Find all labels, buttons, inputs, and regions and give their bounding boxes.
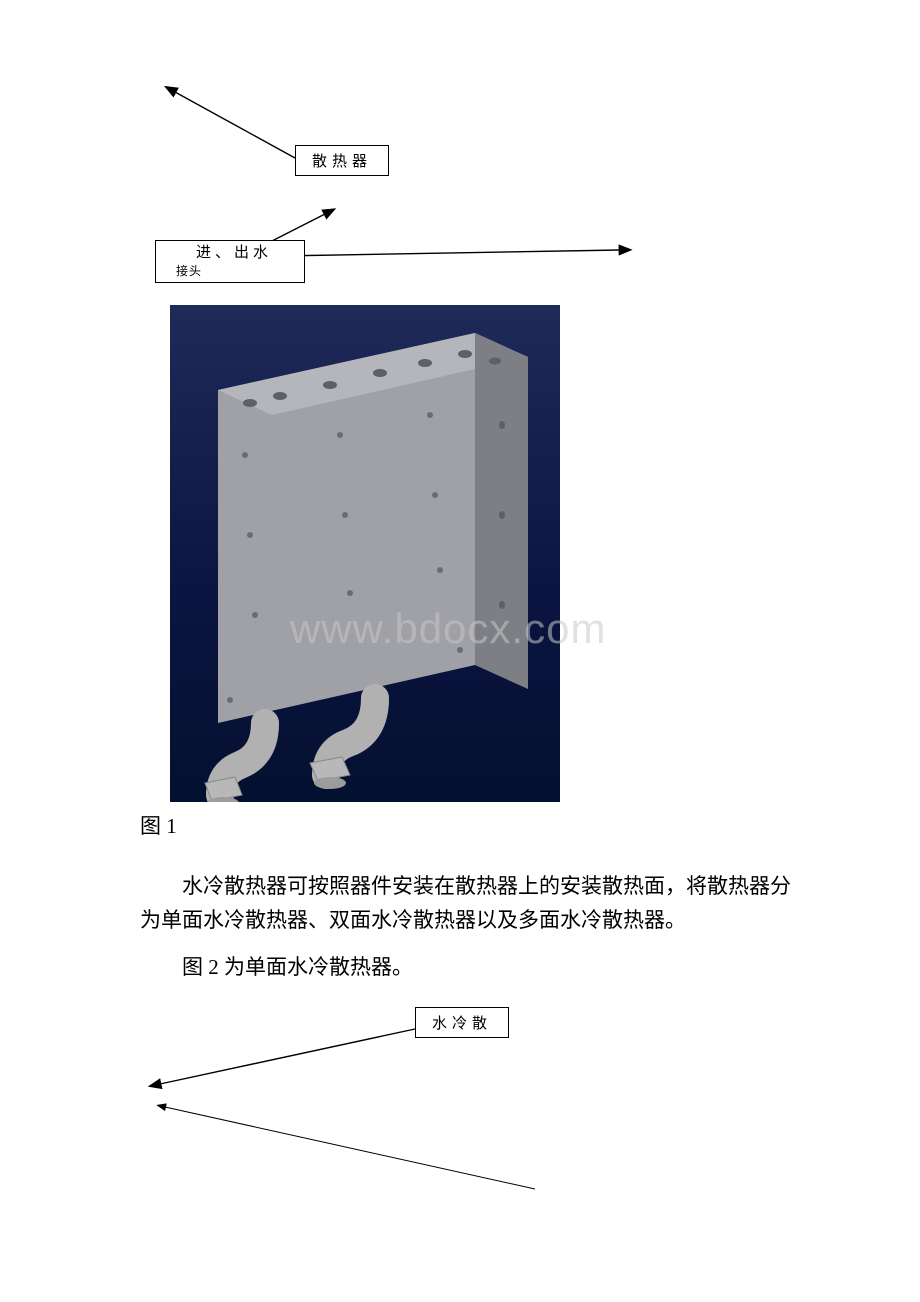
label-ports: 进、出水 接头	[155, 240, 305, 283]
label-cooling-text: 水冷散	[432, 1016, 492, 1032]
label-radiator-text: 散热器	[312, 154, 372, 170]
paragraph-1: 水冷散热器可按照器件安装在散热器上的安装散热面，将散热器分为单面水冷散热器、双面…	[140, 870, 810, 937]
paragraph-2: 图 2 为单面水冷散热器。	[140, 951, 810, 985]
figure-2-area: 水冷散	[140, 999, 810, 1219]
figure-1-area: 散热器 进、出水 接头	[140, 80, 810, 800]
label-ports-line2: 接头	[176, 264, 292, 280]
figure-1-render	[170, 305, 560, 802]
figure-1-caption: 图 1	[140, 810, 810, 840]
label-cooling: 水冷散	[415, 1007, 509, 1038]
label-radiator: 散热器	[295, 145, 389, 176]
label-ports-line1: 进、出水	[176, 244, 292, 264]
